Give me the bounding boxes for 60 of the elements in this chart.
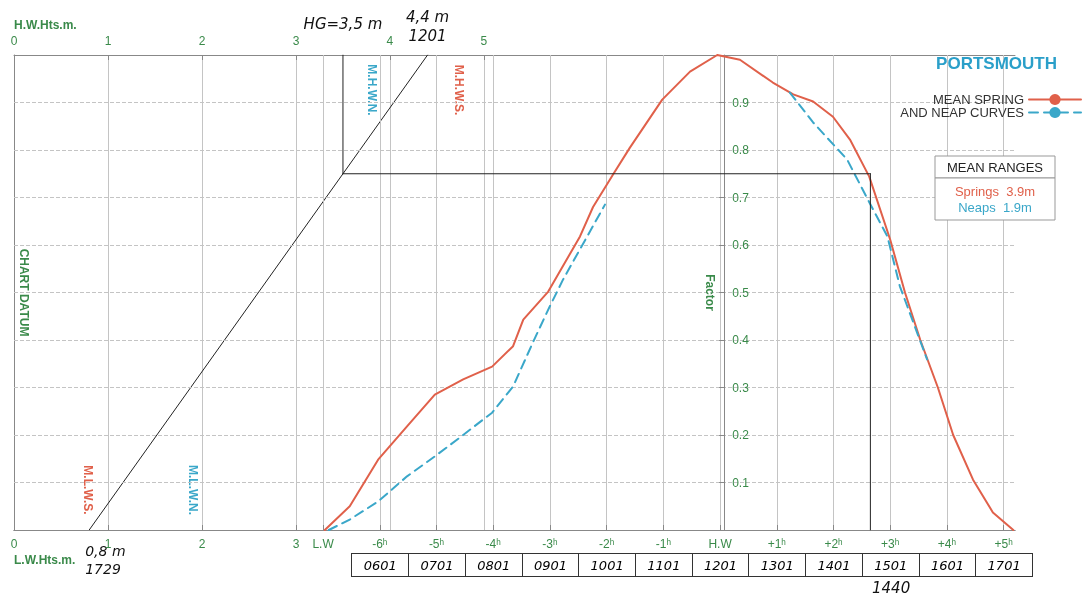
y-tick-label: 0.8 bbox=[732, 143, 750, 157]
text: 0901 bbox=[521, 553, 580, 577]
x-tick-label: +5ʰ bbox=[994, 537, 1014, 551]
x-tick-label: -2ʰ bbox=[599, 537, 615, 551]
x2-axis-title: H.W.Hts.m. bbox=[14, 18, 77, 32]
x2-tick-label: 3 bbox=[292, 34, 300, 48]
text: 0601 bbox=[351, 553, 410, 577]
x2-tick-label: 1 bbox=[104, 34, 112, 48]
y-tick-label: 0.9 bbox=[732, 95, 750, 110]
x-tick-label: -4ʰ bbox=[485, 537, 502, 551]
text: 1701 bbox=[975, 553, 1033, 577]
x-tick-label: -5ʰ bbox=[428, 537, 445, 551]
annotation: Springs 3.9m bbox=[954, 183, 1036, 199]
y-tick-label: 0.3 bbox=[732, 380, 750, 395]
x-tick-label: 2 bbox=[198, 537, 206, 551]
x-tick-label: L.W bbox=[312, 537, 335, 551]
x-tick-label: -1ʰ bbox=[655, 537, 672, 551]
text: 0701 bbox=[408, 553, 466, 577]
text: 1401 bbox=[805, 553, 863, 577]
x2-tick-label: 0 bbox=[10, 34, 18, 48]
chart-title: PORTSMOUTH bbox=[936, 54, 1058, 73]
text: 1201 bbox=[691, 553, 750, 577]
y-axis-title: Factor bbox=[703, 274, 718, 312]
y-tick-label: 0.1 bbox=[732, 475, 750, 490]
x2-tick-label: 5 bbox=[480, 34, 488, 48]
x2-tick-label: 2 bbox=[198, 34, 206, 48]
text: 0801 bbox=[464, 553, 523, 577]
y-axis-title: CHART DATUM bbox=[17, 248, 31, 337]
annotation: M.L.W.N. bbox=[186, 465, 200, 515]
x-tick-label: +4ʰ bbox=[937, 537, 957, 551]
annotation: M.L.W.S. bbox=[81, 465, 95, 515]
x-tick-label: 0 bbox=[10, 537, 18, 551]
text: 1101 bbox=[635, 553, 693, 577]
text: 1601 bbox=[918, 553, 977, 577]
x-axis-title: L.W.Hts.m. bbox=[14, 553, 76, 567]
x-tick-label: 3 bbox=[292, 537, 300, 551]
y-tick-label: 0.4 bbox=[732, 333, 750, 347]
legend-label: AND NEAP CURVES bbox=[900, 105, 1025, 120]
y-tick-label: 0.5 bbox=[732, 285, 750, 300]
x-tick-label: +1ʰ bbox=[767, 537, 787, 551]
annotation: Neaps 1.9m bbox=[958, 199, 1032, 215]
x2-tick-label: 4 bbox=[386, 34, 394, 48]
annotation: HG=3,5 m bbox=[303, 14, 383, 33]
text: 1301 bbox=[748, 553, 807, 577]
x-tick-label: -6ʰ bbox=[372, 537, 388, 551]
x-tick-label: +3ʰ bbox=[881, 537, 900, 551]
text: 1501 bbox=[861, 553, 920, 577]
y-tick-label: 0.2 bbox=[732, 428, 750, 442]
text: 1440 bbox=[872, 578, 911, 597]
annotation: M.H.W.N. bbox=[365, 64, 379, 116]
annotation: 4,4 m 1201 bbox=[405, 7, 450, 45]
x-tick-label: +2ʰ bbox=[824, 537, 844, 551]
x-tick-label: -3ʰ bbox=[542, 537, 558, 551]
legend-label: MEAN SPRING bbox=[932, 92, 1024, 107]
annotation: MEAN RANGES bbox=[946, 159, 1044, 175]
x-tick-label: H.W bbox=[708, 537, 733, 551]
y-tick-label: 0.7 bbox=[732, 190, 750, 205]
annotation: M.H.W.S. bbox=[452, 64, 466, 116]
text: 1001 bbox=[578, 553, 636, 577]
y-tick-label: 0.6 bbox=[732, 238, 750, 252]
